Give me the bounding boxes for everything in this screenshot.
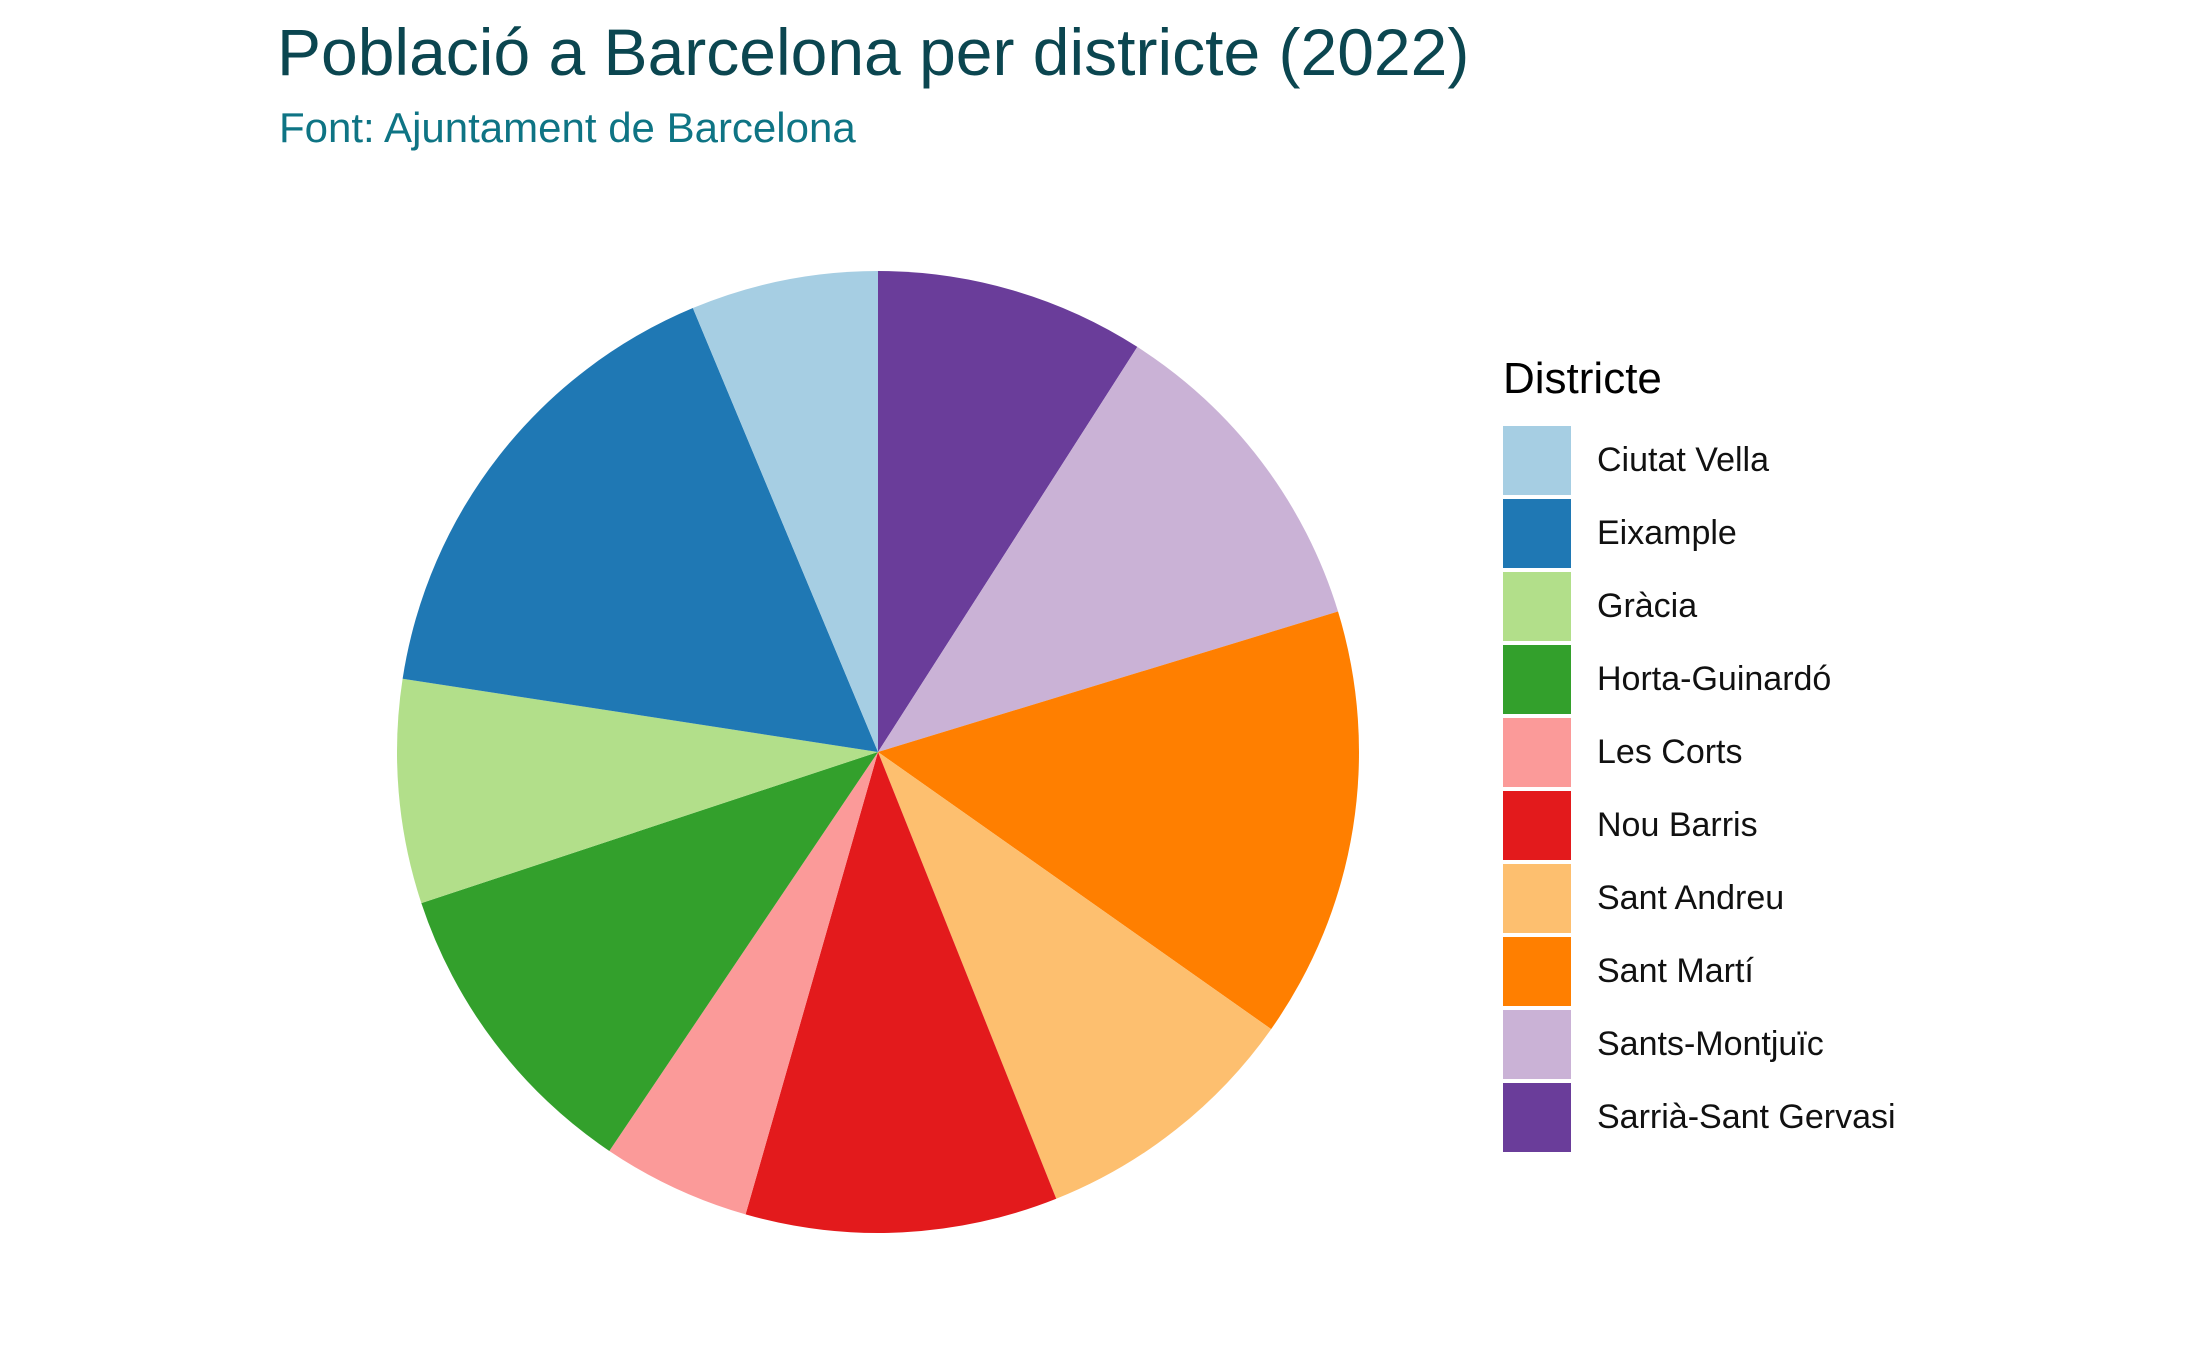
- legend-swatch: [1503, 718, 1571, 787]
- legend-item: Sarrià-Sant Gervasi: [1503, 1081, 1896, 1154]
- legend-label: Nou Barris: [1597, 806, 1758, 844]
- pie-slice-ciutat-vella: [692, 271, 878, 752]
- chart-title: Població a Barcelona per districte (2022…: [277, 15, 1470, 89]
- legend-label: Horta-Guinardó: [1597, 660, 1832, 698]
- legend-swatch: [1503, 499, 1571, 568]
- legend-swatch: [1503, 426, 1571, 495]
- pie-slice-sant-andreu: [878, 752, 1272, 1199]
- legend-label: Gràcia: [1597, 587, 1698, 625]
- pie-slice-gr-cia: [397, 678, 878, 904]
- legend-swatch: [1503, 864, 1571, 933]
- legend: Districte Ciutat Vella Eixample Gràcia Hort…: [1503, 354, 1896, 1154]
- pie-slice-sants-montju-c: [878, 346, 1339, 752]
- legend-items: Ciutat Vella Eixample Gràcia Horta-Guinardó…: [1503, 424, 1896, 1154]
- legend-item: Horta-Guinardó: [1503, 643, 1896, 716]
- pie-slice-horta-guinard-: [421, 752, 878, 1151]
- legend-swatch: [1503, 572, 1571, 641]
- legend-item: Les Corts: [1503, 716, 1896, 789]
- legend-label: Sant Martí: [1597, 952, 1754, 990]
- legend-label: Ciutat Vella: [1597, 441, 1769, 479]
- legend-label: Sant Andreu: [1597, 879, 1785, 917]
- legend-item: Eixample: [1503, 497, 1896, 570]
- legend-title: Districte: [1503, 354, 1662, 403]
- legend-label: Sants-Montjuïc: [1597, 1025, 1824, 1063]
- legend-label: Eixample: [1597, 514, 1737, 552]
- legend-swatch: [1503, 937, 1571, 1006]
- legend-swatch: [1503, 645, 1571, 714]
- pie-slice-sarri-sant-gervasi: [878, 271, 1138, 752]
- pie-slice-nou-barris: [745, 752, 1057, 1233]
- legend-item: Sant Andreu: [1503, 862, 1896, 935]
- legend-item: Ciutat Vella: [1503, 424, 1896, 497]
- legend-item: Sants-Montjuïc: [1503, 1008, 1896, 1081]
- legend-swatch: [1503, 1083, 1571, 1152]
- legend-item: Sant Martí: [1503, 935, 1896, 1008]
- legend-swatch: [1503, 1010, 1571, 1079]
- legend-item: Nou Barris: [1503, 789, 1896, 862]
- chart-subtitle: Font: Ajuntament de Barcelona: [279, 104, 856, 151]
- pie-slice-eixample: [402, 308, 878, 752]
- pie-slice-les-corts: [609, 752, 878, 1215]
- legend-item: Gràcia: [1503, 570, 1896, 643]
- pie-slice-sant-mart-: [878, 611, 1359, 1030]
- legend-label: Les Corts: [1597, 733, 1743, 771]
- legend-label: Sarrià-Sant Gervasi: [1597, 1098, 1896, 1136]
- legend-swatch: [1503, 791, 1571, 860]
